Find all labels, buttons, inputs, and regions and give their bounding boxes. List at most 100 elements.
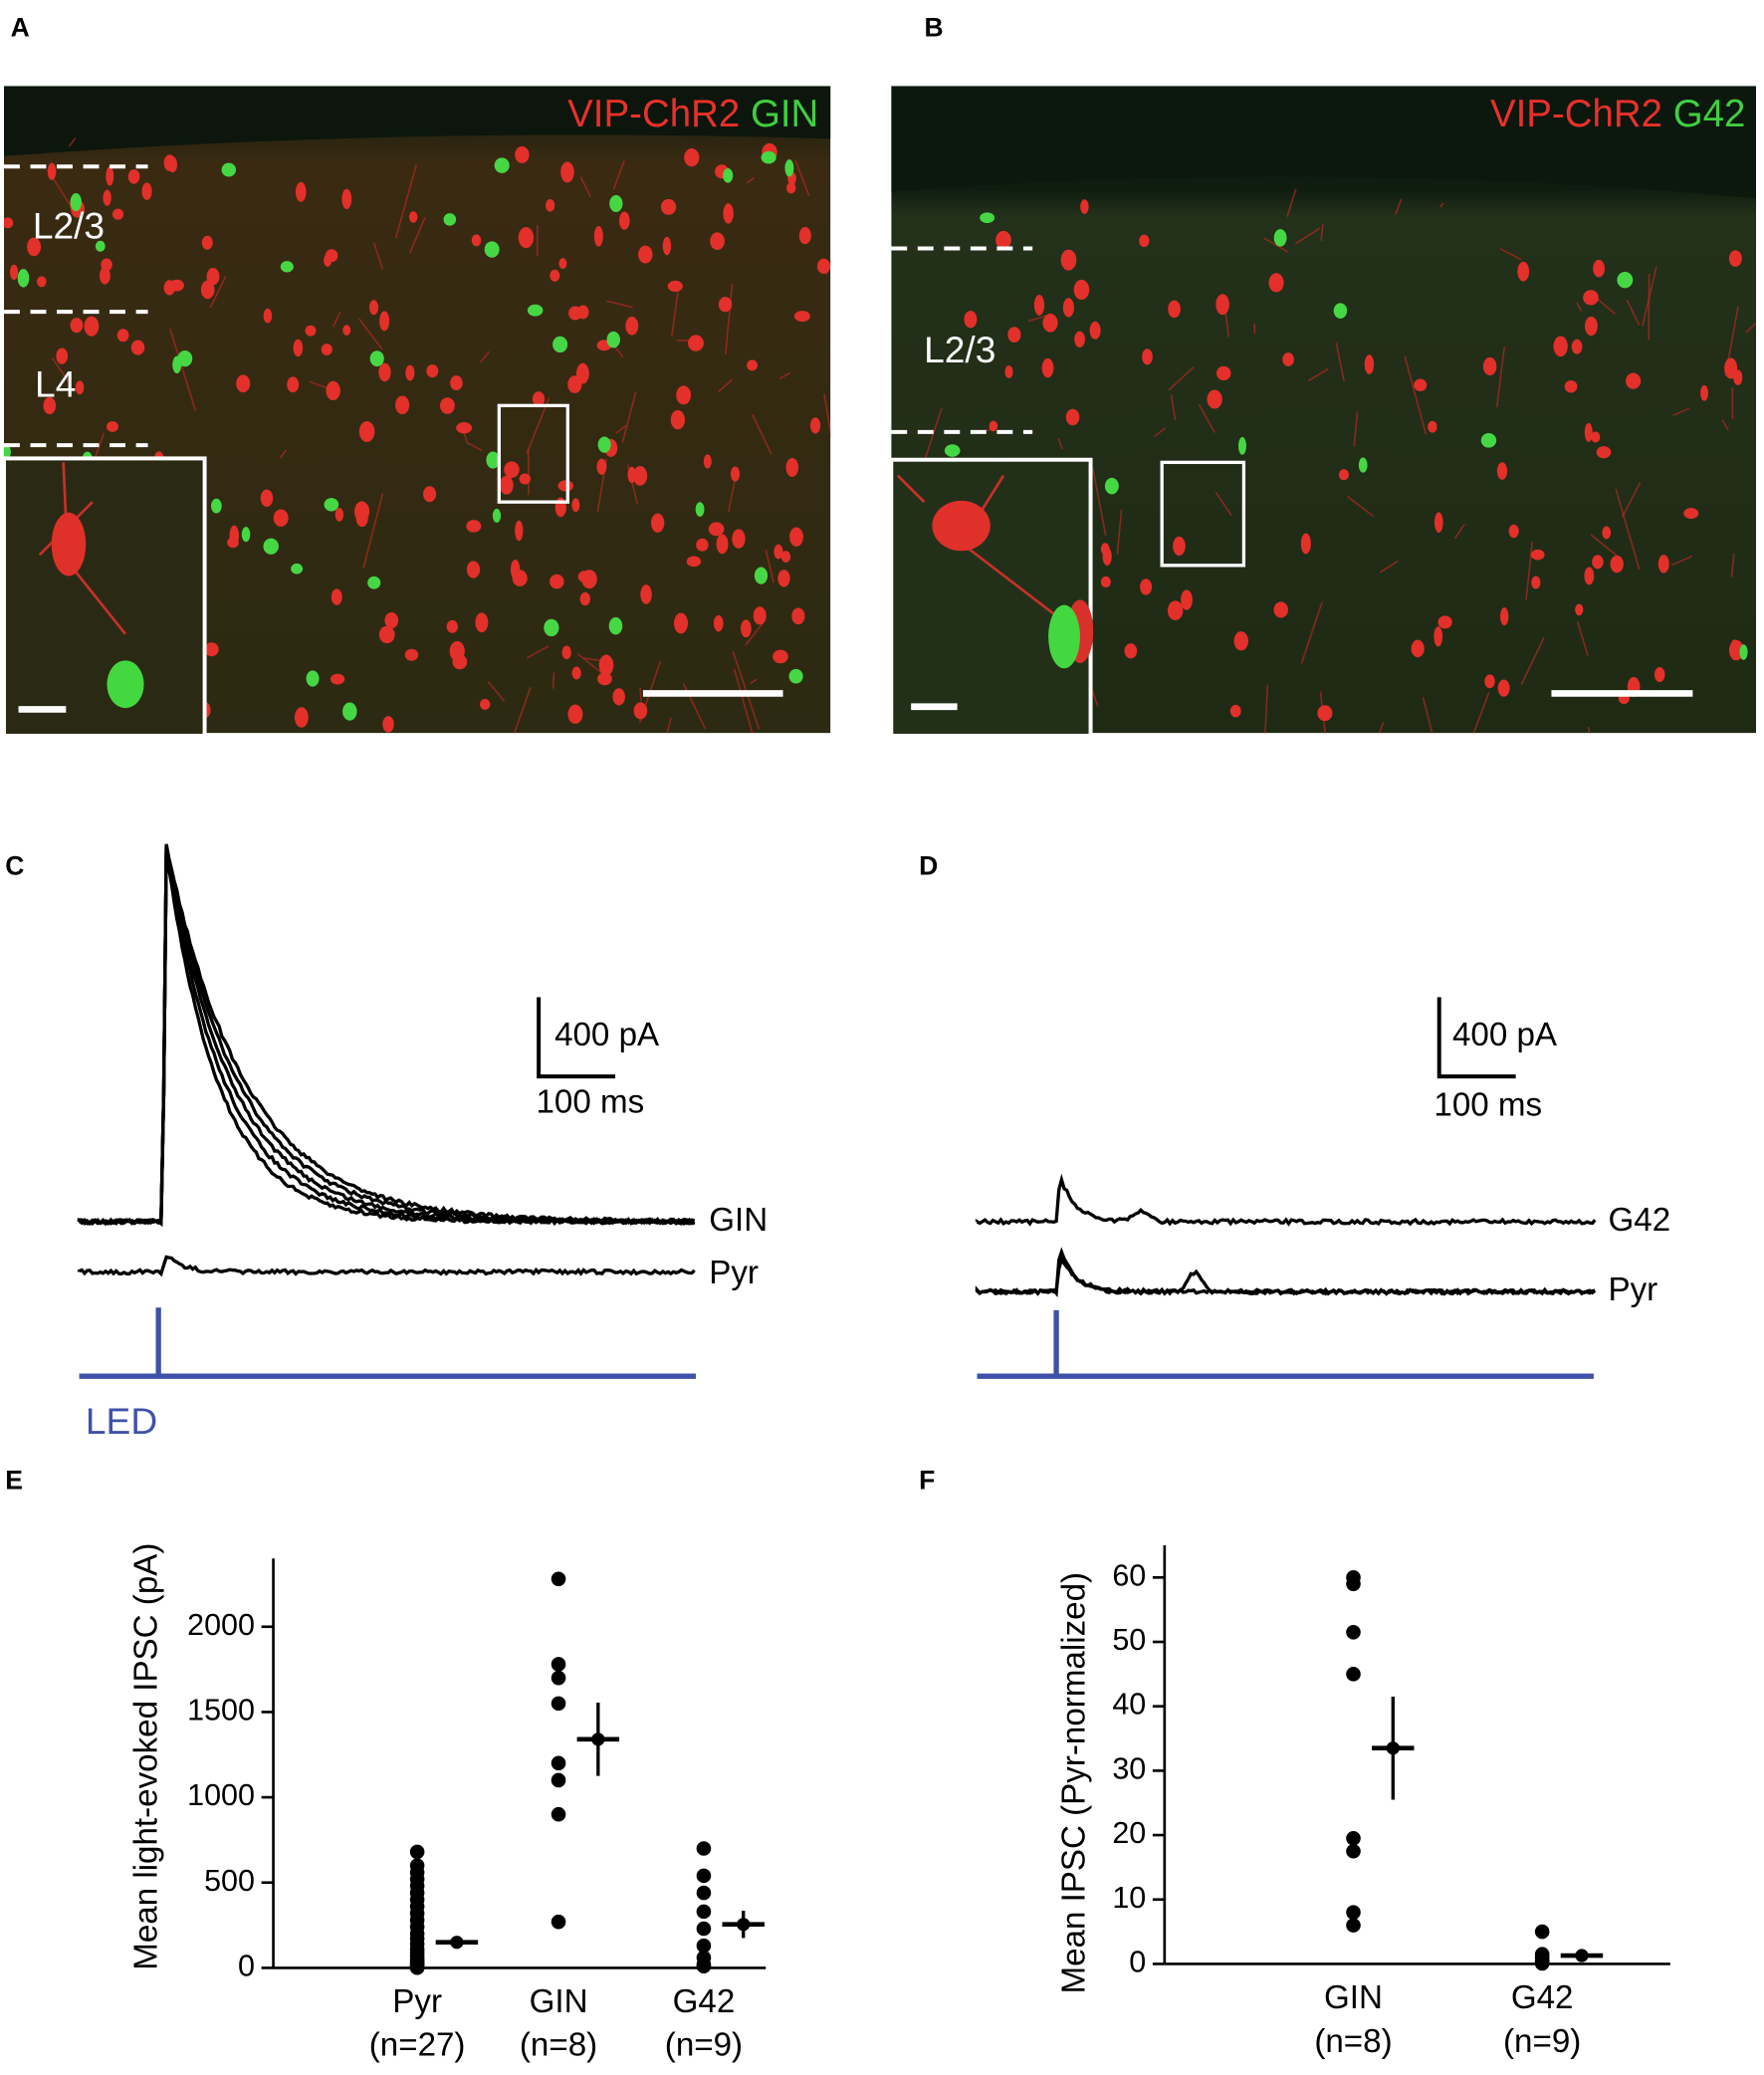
red-cell — [466, 561, 481, 578]
image-legend: VIP-ChR2 GIN — [567, 93, 818, 135]
green-cell — [754, 567, 769, 584]
red-cell — [229, 525, 240, 547]
fiber — [1294, 227, 1321, 245]
red-cell — [632, 466, 648, 486]
red-cell — [378, 362, 391, 382]
mean-point — [591, 1732, 605, 1746]
y-tick-label: 10 — [1112, 1881, 1146, 1915]
cells — [3, 137, 831, 734]
green-cell — [527, 304, 544, 317]
red-cell — [1496, 462, 1508, 480]
red-cell — [1215, 365, 1231, 381]
green-cell — [486, 451, 500, 469]
inset — [1, 456, 207, 738]
legend-entry: GIN — [751, 93, 818, 135]
green-cell — [1237, 437, 1246, 455]
fiber — [1300, 600, 1323, 664]
red-cell — [201, 235, 213, 250]
fiber — [1347, 496, 1375, 517]
red-cell — [236, 374, 251, 393]
red-cell — [1517, 261, 1530, 282]
red-cell — [546, 199, 555, 212]
red-cell — [1497, 679, 1510, 697]
fiber — [487, 680, 506, 702]
red-cell — [557, 480, 573, 492]
red-cell — [326, 380, 340, 401]
red-cell — [395, 395, 410, 415]
layer-label: L4 — [35, 363, 76, 405]
red-cell — [200, 280, 215, 300]
red-cell — [342, 325, 351, 336]
red-cell — [341, 188, 352, 210]
red-cell — [773, 544, 783, 560]
led-stimulus — [977, 1309, 1594, 1379]
red-cell — [662, 236, 672, 256]
fiber — [1615, 489, 1641, 571]
red-cell — [515, 520, 524, 542]
data-point — [696, 1959, 712, 1973]
red-cell — [684, 148, 700, 167]
fiber — [1577, 621, 1589, 656]
red-cell — [1233, 631, 1248, 651]
fiber — [1380, 560, 1399, 574]
red-cell — [163, 280, 176, 296]
fiber — [1307, 367, 1329, 382]
inset — [889, 457, 1093, 738]
red-cell — [571, 666, 581, 680]
red-cell — [567, 704, 583, 724]
red-cell — [1074, 331, 1085, 348]
mean-point — [450, 1936, 464, 1950]
fiber — [1499, 248, 1522, 261]
green-cell — [241, 527, 251, 543]
mean-point — [1386, 1741, 1400, 1755]
red-cell — [561, 645, 571, 660]
data-point — [696, 1921, 712, 1937]
red-cell — [510, 559, 521, 580]
red-cell — [560, 161, 574, 183]
red-cell — [703, 454, 712, 469]
red-cell — [1584, 316, 1598, 337]
fiber — [1495, 346, 1506, 408]
red-cell — [130, 340, 145, 355]
green-cell — [1358, 457, 1368, 473]
red-cell — [1592, 555, 1604, 570]
scale-label: 400 pA — [1452, 1017, 1558, 1053]
red-cell — [1584, 422, 1593, 442]
red-cell — [597, 672, 612, 686]
data-point — [1346, 1918, 1361, 1933]
y-axis-label: Mean IPSC (Pyr-normalized) — [1056, 1572, 1093, 1994]
red-cell — [1300, 533, 1311, 555]
red-cell — [674, 612, 689, 634]
red-cell — [382, 716, 394, 733]
red-cell — [1215, 294, 1229, 316]
red-cell — [1073, 279, 1090, 301]
mean-point — [737, 1918, 751, 1932]
red-cell — [1700, 384, 1709, 401]
green-cell — [606, 331, 620, 348]
red-cell — [504, 461, 520, 478]
fiber — [372, 242, 384, 270]
red-cell — [550, 269, 560, 282]
zoom-box — [497, 403, 569, 504]
fiber — [718, 378, 734, 393]
fiber — [1320, 223, 1324, 241]
fiber — [1745, 322, 1757, 334]
fiber — [1335, 343, 1345, 382]
fiber — [1092, 468, 1107, 536]
red-cell — [612, 688, 625, 706]
x-tick-note: (n=9) — [1503, 2023, 1581, 2060]
fiber — [606, 300, 633, 309]
red-cell — [713, 614, 724, 632]
data-point — [551, 1696, 566, 1712]
red-cell — [1433, 626, 1443, 647]
data-point — [1346, 1625, 1361, 1640]
red-cell — [1411, 639, 1425, 658]
y-tick-label: 40 — [1112, 1688, 1146, 1722]
fiber — [1721, 419, 1729, 431]
green-cell — [324, 498, 339, 512]
red-cell — [596, 458, 607, 475]
red-cell — [1268, 273, 1284, 293]
red-cell — [47, 162, 57, 180]
green-cell — [263, 538, 279, 555]
red-cell — [1041, 357, 1054, 378]
